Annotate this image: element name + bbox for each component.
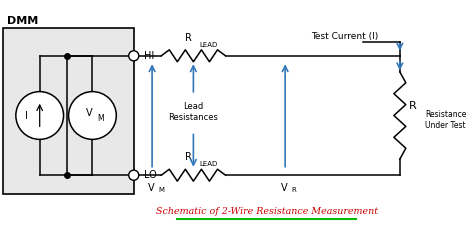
Text: R: R [409, 101, 417, 111]
Text: M: M [158, 187, 164, 193]
Circle shape [69, 92, 116, 139]
Text: V: V [148, 183, 155, 194]
Text: I: I [26, 110, 28, 121]
Text: Schematic of 2-Wire Resistance Measurement: Schematic of 2-Wire Resistance Measureme… [156, 207, 378, 216]
Circle shape [16, 92, 64, 139]
Circle shape [129, 51, 139, 61]
Text: R: R [292, 187, 296, 193]
Text: M: M [97, 114, 103, 123]
Text: LEAD: LEAD [199, 161, 217, 167]
Text: LEAD: LEAD [199, 42, 217, 48]
Bar [3, 28, 134, 194]
Text: R: R [185, 33, 192, 43]
Text: LO: LO [144, 170, 156, 180]
Text: Test Current (I): Test Current (I) [311, 32, 378, 41]
Text: R: R [185, 152, 192, 162]
Text: Resistance
Under Test: Resistance Under Test [425, 110, 466, 130]
Text: HI: HI [144, 51, 154, 61]
Circle shape [129, 170, 139, 180]
Text: V: V [85, 108, 92, 118]
Text: DMM: DMM [7, 16, 38, 26]
Text: Lead
Resistances: Lead Resistances [168, 102, 219, 122]
Text: V: V [281, 183, 288, 194]
